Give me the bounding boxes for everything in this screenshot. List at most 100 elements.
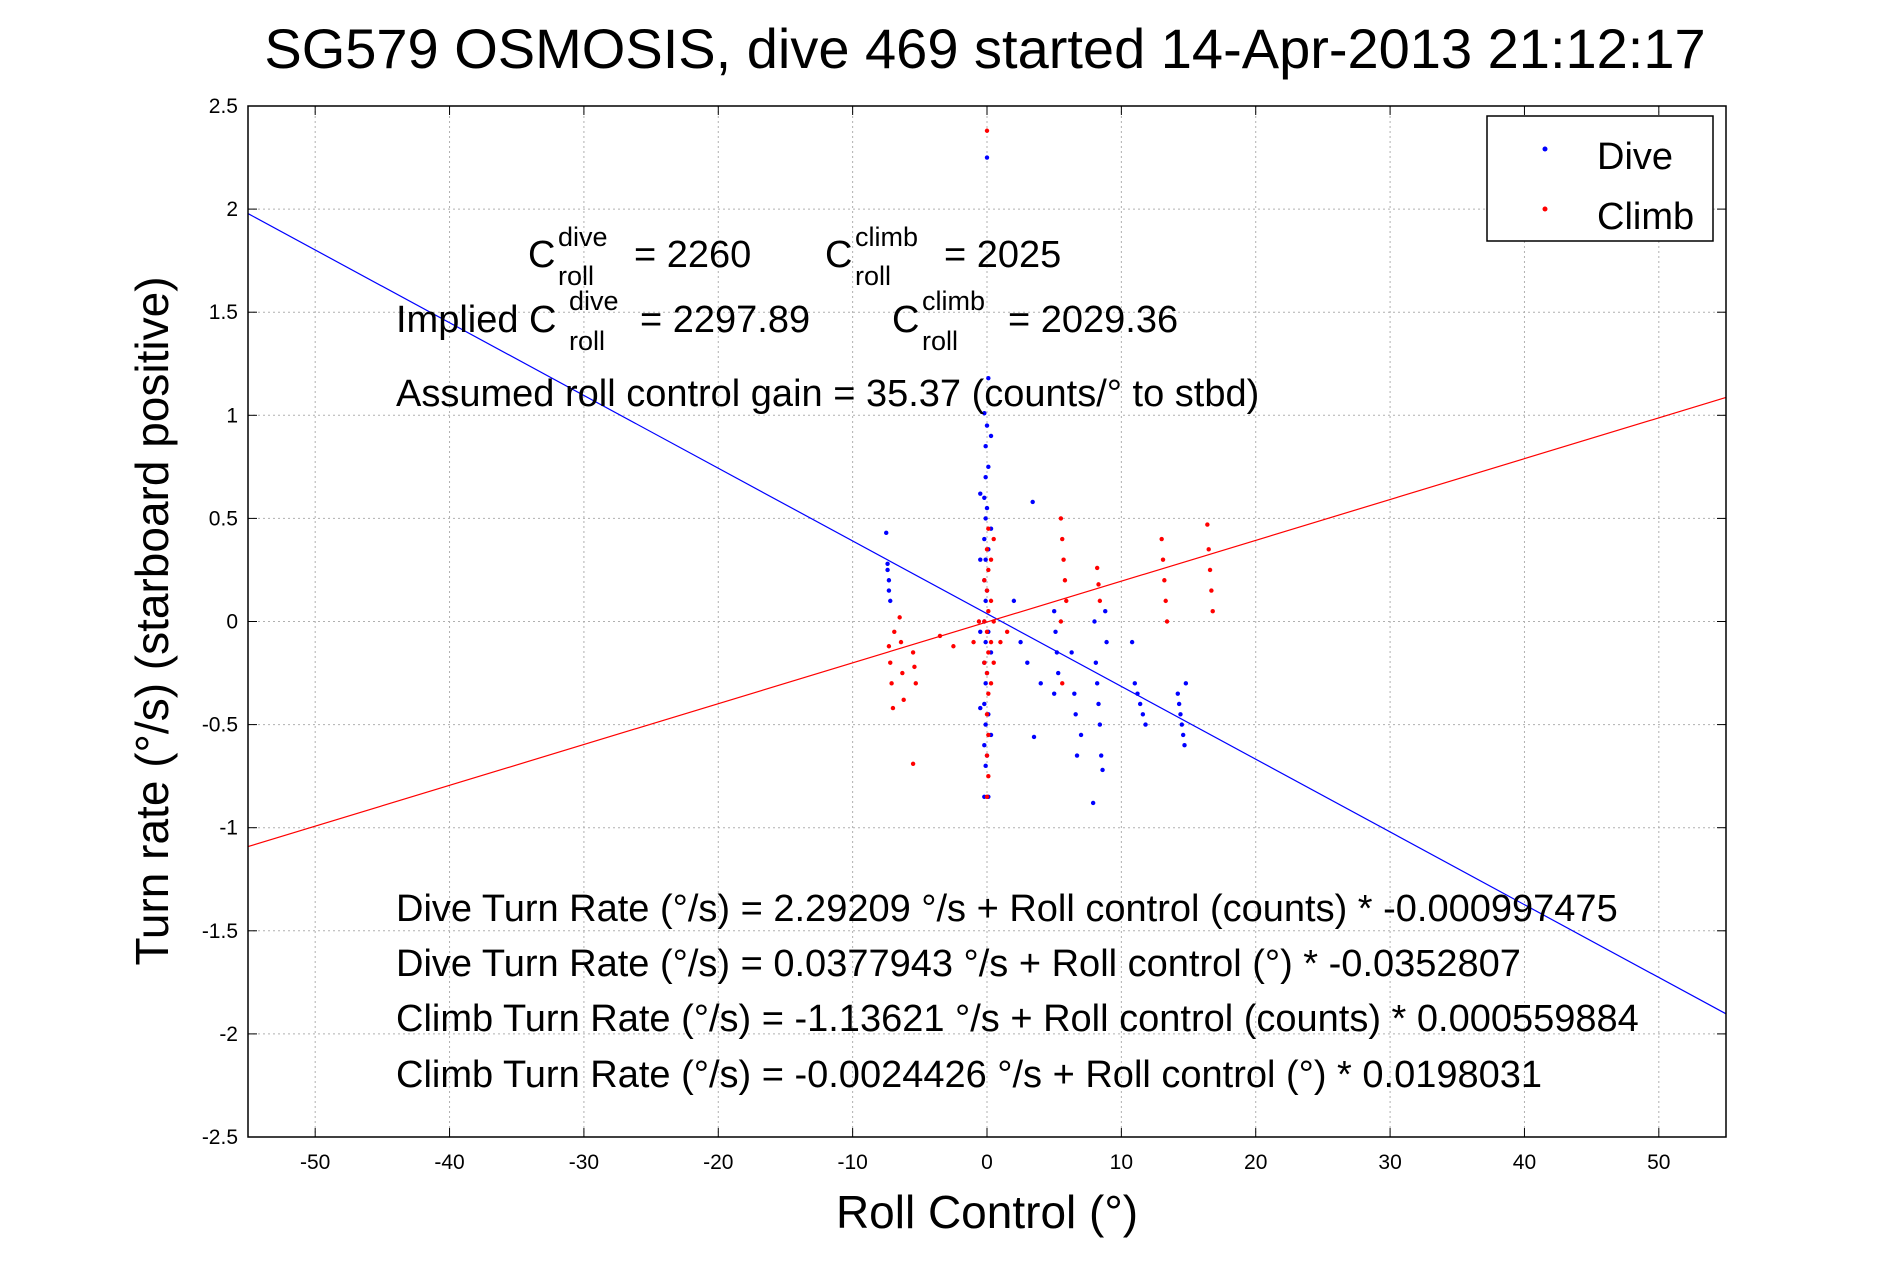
dive-point <box>1094 681 1100 686</box>
climb-point <box>982 660 987 665</box>
dive-point <box>886 588 892 593</box>
dive-point <box>1097 722 1103 727</box>
dive-point <box>988 433 994 439</box>
climb-point <box>991 619 996 624</box>
dive-point <box>984 505 990 511</box>
climb-point <box>986 608 991 614</box>
dive-point <box>1031 734 1037 740</box>
climb-point <box>986 773 991 779</box>
c-climb-sup: climb <box>855 222 918 252</box>
implied-dive-sub: roll <box>569 326 605 356</box>
implied-climb-sub: roll <box>922 326 958 356</box>
dive-point <box>1183 681 1189 686</box>
dive-point <box>1178 712 1183 717</box>
climb-point <box>1060 681 1065 686</box>
climb-point <box>1159 536 1164 542</box>
climb-point <box>991 536 996 542</box>
dive-point <box>982 495 987 500</box>
climb-point <box>984 629 990 635</box>
climb-point <box>1058 516 1064 521</box>
dive-point <box>1099 753 1104 758</box>
climb-point <box>988 639 994 645</box>
dive-point <box>885 561 890 566</box>
y-tick-label: -1 <box>219 817 238 840</box>
gain-annotation: Assumed roll control gain = 35.37 (count… <box>396 373 1259 415</box>
climb-point <box>986 526 991 531</box>
dive-point <box>1073 712 1078 717</box>
fit-equations: Dive Turn Rate (°/s) = 2.29209 °/s + Rol… <box>396 888 1639 1096</box>
c-climb-prefix: C <box>825 234 852 276</box>
c-climb-value: = 2025 <box>944 234 1061 276</box>
dive-point <box>978 491 983 496</box>
dive-point <box>1179 722 1185 727</box>
chart-title: SG579 OSMOSIS, dive 469 started 14-Apr-2… <box>264 17 1705 80</box>
dive-point <box>984 423 990 428</box>
dive-point <box>1069 650 1074 655</box>
climb-point <box>982 619 987 624</box>
x-tick-label: 20 <box>1244 1151 1267 1174</box>
dive-point <box>1176 701 1182 707</box>
climb-point <box>984 547 990 552</box>
dive-point <box>1129 639 1135 645</box>
implied-dive-sup: dive <box>569 286 619 316</box>
dive-point <box>1103 608 1108 614</box>
climb-point <box>986 732 991 738</box>
dive-point <box>1072 691 1077 696</box>
dive-point <box>983 474 988 480</box>
climb-point <box>986 567 991 573</box>
climb-point <box>984 670 990 676</box>
y-tick-label: -1.5 <box>202 920 238 943</box>
dive-point <box>1090 800 1096 806</box>
x-tick-label: 40 <box>1513 1151 1536 1174</box>
climb-point <box>1210 608 1215 614</box>
dive-point <box>983 681 988 686</box>
climb-point <box>988 681 994 686</box>
dive-point <box>978 629 983 635</box>
x-tick-label: -40 <box>434 1151 464 1174</box>
dive-point <box>982 536 987 542</box>
climb-point <box>1163 598 1168 604</box>
climb-point <box>951 644 956 649</box>
dive-point <box>885 567 890 573</box>
legend-dive-label: Dive <box>1597 136 1673 178</box>
dive-point <box>1025 660 1030 665</box>
dive-point <box>983 444 988 449</box>
climb-point <box>1096 582 1101 587</box>
y-tick-label: -2 <box>219 1023 238 1046</box>
climb-point <box>1206 547 1211 552</box>
climb-point <box>886 644 892 649</box>
climb-point <box>1094 565 1100 571</box>
dive-point <box>983 598 988 604</box>
dive-point <box>1180 732 1186 738</box>
dive-eq-counts: Dive Turn Rate (°/s) = 2.29209 °/s + Rol… <box>396 888 1618 930</box>
climb-point <box>1004 629 1010 635</box>
climb-point <box>1058 619 1064 624</box>
climb-point <box>1205 522 1210 527</box>
x-tick-label: -30 <box>569 1151 599 1174</box>
climb-point <box>1209 588 1214 593</box>
legend-climb-label: Climb <box>1597 196 1694 238</box>
x-tick-label: 10 <box>1110 1151 1133 1174</box>
climb-point <box>910 650 916 655</box>
climb-point <box>897 615 902 620</box>
c-dive-prefix: C <box>528 234 555 276</box>
dive-point <box>1051 691 1057 696</box>
y-axis-label: Turn rate (°/s) (starboard positive) <box>126 276 178 965</box>
climb-point <box>991 660 996 665</box>
climb-point <box>1162 578 1167 583</box>
implied-dive-value: = 2297.89 <box>640 299 810 341</box>
climb-point <box>971 639 976 645</box>
climb-point <box>888 660 893 665</box>
climb-point <box>984 712 990 717</box>
dive-point <box>1135 691 1140 696</box>
dive-point <box>1096 701 1101 707</box>
c-dive-value: = 2260 <box>634 234 751 276</box>
c-dive-sub: roll <box>558 261 594 291</box>
dive-point <box>982 701 987 707</box>
climb-point <box>1060 536 1065 542</box>
x-tick-label: 30 <box>1378 1151 1401 1174</box>
dive-point <box>978 557 983 562</box>
dive-point <box>1018 639 1023 645</box>
legend: Dive Climb <box>1486 115 1714 242</box>
